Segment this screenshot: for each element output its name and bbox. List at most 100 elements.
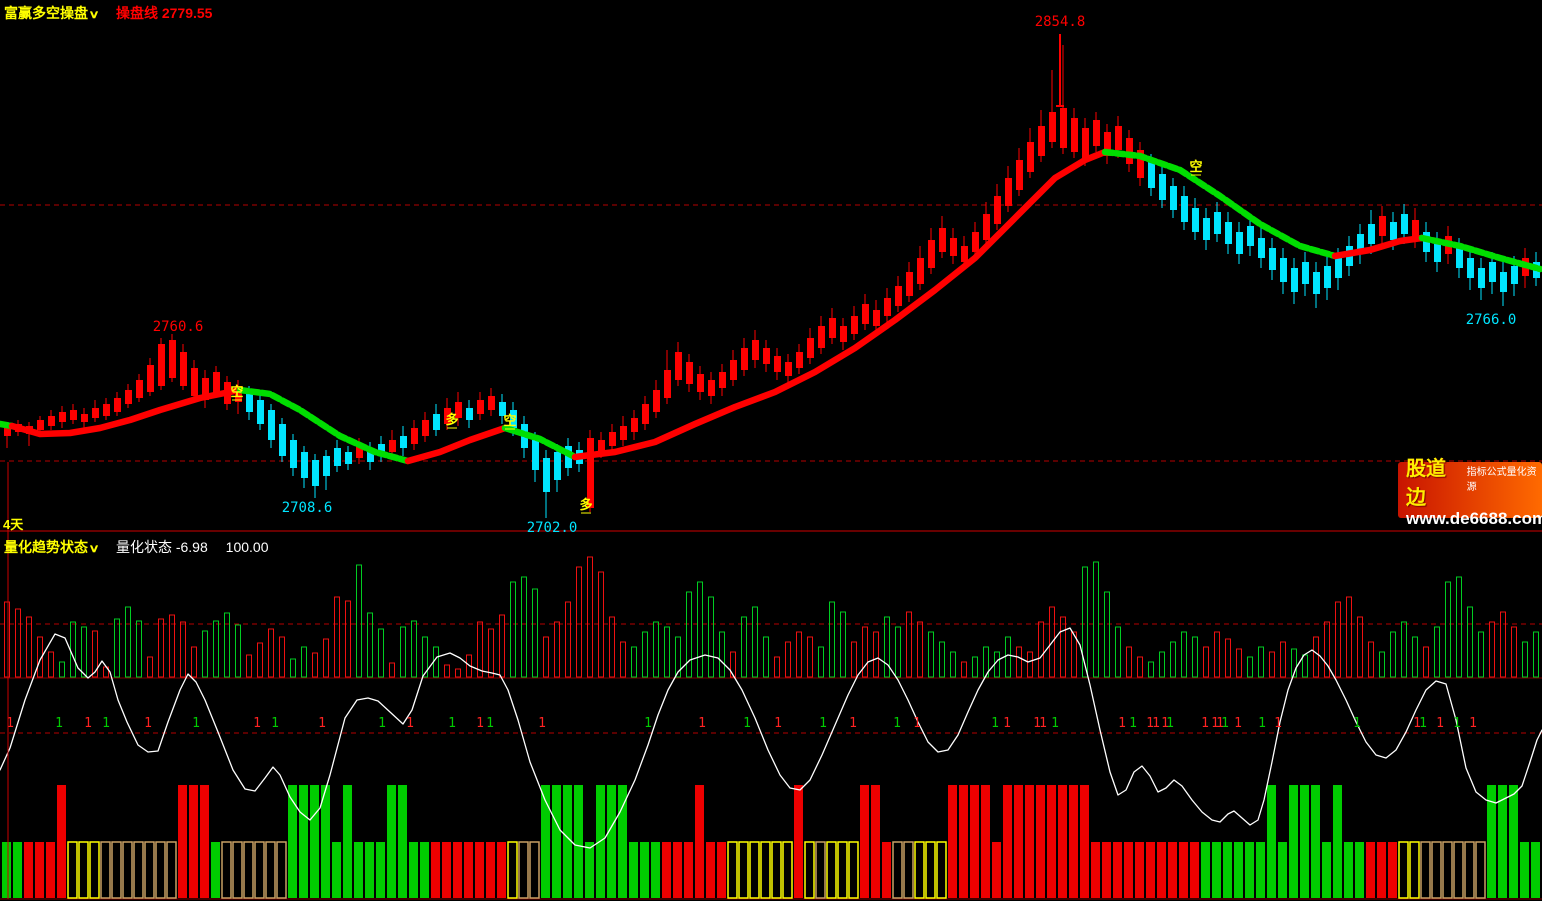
candle-body [620, 426, 627, 440]
strip-bar [607, 785, 616, 898]
histogram-bar [191, 646, 197, 678]
watermark-brand: 股道边 [1406, 457, 1446, 509]
state-marker-one: 1 [1234, 716, 1242, 731]
sub-indicator-value: -6.98 [175, 539, 208, 555]
strip-bar [794, 785, 803, 898]
histogram-bar [983, 646, 989, 678]
state-marker-one: 1 [1118, 716, 1126, 731]
strip-bar [78, 841, 89, 899]
histogram-bar [631, 646, 637, 678]
candle-body [1038, 126, 1045, 156]
candle-body [1192, 208, 1199, 232]
histogram-series [4, 556, 1539, 678]
strip-bar [24, 842, 33, 898]
strip-bar [541, 785, 550, 898]
ma-segment-down [236, 386, 412, 465]
state-marker-one: 1 [819, 716, 827, 731]
histogram-bar [1049, 606, 1055, 678]
sub-indicator-title[interactable]: 量化趋势状态 [4, 539, 88, 555]
strip-bar [243, 841, 254, 899]
candle-body [785, 362, 792, 376]
state-marker-one: 1 [102, 716, 110, 731]
histogram-bar [1115, 626, 1121, 678]
histogram-bar [92, 630, 98, 678]
histogram-bar [15, 608, 21, 678]
cursor-period-label: 4天 [3, 517, 24, 532]
white-line [0, 627, 1542, 849]
candle-body [1324, 266, 1331, 288]
ma-segment-up [404, 424, 509, 465]
strip-bar [860, 785, 869, 898]
candle-body [1214, 212, 1221, 234]
strip-bar [563, 785, 572, 898]
strip-bar [276, 841, 287, 899]
state-marker-one: 1 [743, 716, 751, 731]
candle-body [1302, 262, 1309, 284]
candle-body [1456, 248, 1463, 268]
state-marker-one: 1 [698, 716, 706, 731]
state-marker-one: 1 [1274, 716, 1282, 731]
top-panel-header: 富赢多空操盘∨ 操盘线 2779.55 [4, 3, 212, 23]
histogram-bar [1016, 646, 1022, 678]
histogram-bar [499, 614, 505, 678]
histogram-bar [1170, 641, 1176, 678]
candle-body [895, 286, 902, 306]
histogram-bar [312, 652, 318, 678]
sub-indicator-extra: 100.00 [225, 539, 269, 555]
histogram-bar [70, 621, 76, 678]
histogram-bar [1467, 606, 1473, 678]
state-marker-one: 1 [84, 716, 92, 731]
state-marker-one: 1 [192, 716, 200, 731]
candle-body [433, 414, 440, 430]
histogram-bar [1027, 651, 1033, 678]
histogram-bar [719, 631, 725, 678]
strip-bar [782, 841, 793, 899]
strip-bar [420, 842, 429, 898]
state-marker-one: 1 [1201, 716, 1209, 731]
histogram-bar [334, 596, 340, 678]
watermark-url: www.de6688.com [1406, 508, 1542, 528]
candle-body [1489, 262, 1496, 282]
histogram-bar [972, 656, 978, 678]
strip-bar [629, 842, 638, 898]
candle-body [367, 450, 374, 462]
candle-body [697, 374, 704, 392]
strip-bar [695, 785, 704, 898]
chevron-down-icon[interactable]: ∨ [88, 9, 100, 21]
histogram-bar [664, 626, 670, 678]
histogram-bar [906, 611, 912, 678]
histogram-bar [686, 591, 692, 678]
strip-bar [585, 842, 594, 898]
strip-bar [475, 842, 484, 898]
candle-body [708, 380, 715, 396]
candle-body [906, 272, 913, 296]
histogram-bar [26, 616, 32, 678]
histogram-bar [1456, 576, 1462, 678]
candle-body [444, 408, 451, 424]
histogram-bar [1225, 638, 1231, 678]
candle-body [774, 356, 781, 372]
candle-body [499, 402, 506, 416]
strip-bar [529, 841, 540, 899]
strip-bar [100, 841, 111, 899]
candle-body [719, 372, 726, 388]
histogram-bar [829, 601, 835, 678]
candle-body [928, 240, 935, 268]
strip-bar [914, 841, 925, 899]
strip-bar [1531, 842, 1540, 898]
histogram-bar [180, 621, 186, 678]
strip-bar [35, 842, 44, 898]
strip-bar [2, 842, 11, 898]
histogram-bar [1390, 631, 1396, 678]
candle-body [917, 258, 924, 284]
watermark-banner: 股道边 指标公式量化资源 www.de6688.com [1398, 458, 1542, 527]
histogram-bar [752, 606, 758, 678]
indicator-title[interactable]: 富赢多空操盘 [4, 5, 88, 21]
candle-body [202, 378, 209, 400]
histogram-bar [400, 626, 406, 678]
candle-body [1225, 222, 1232, 244]
chevron-down-icon[interactable]: ∨ [88, 543, 100, 555]
strip-bar [1289, 785, 1298, 898]
strip-bar [1398, 841, 1409, 899]
candle-body [1478, 268, 1485, 288]
